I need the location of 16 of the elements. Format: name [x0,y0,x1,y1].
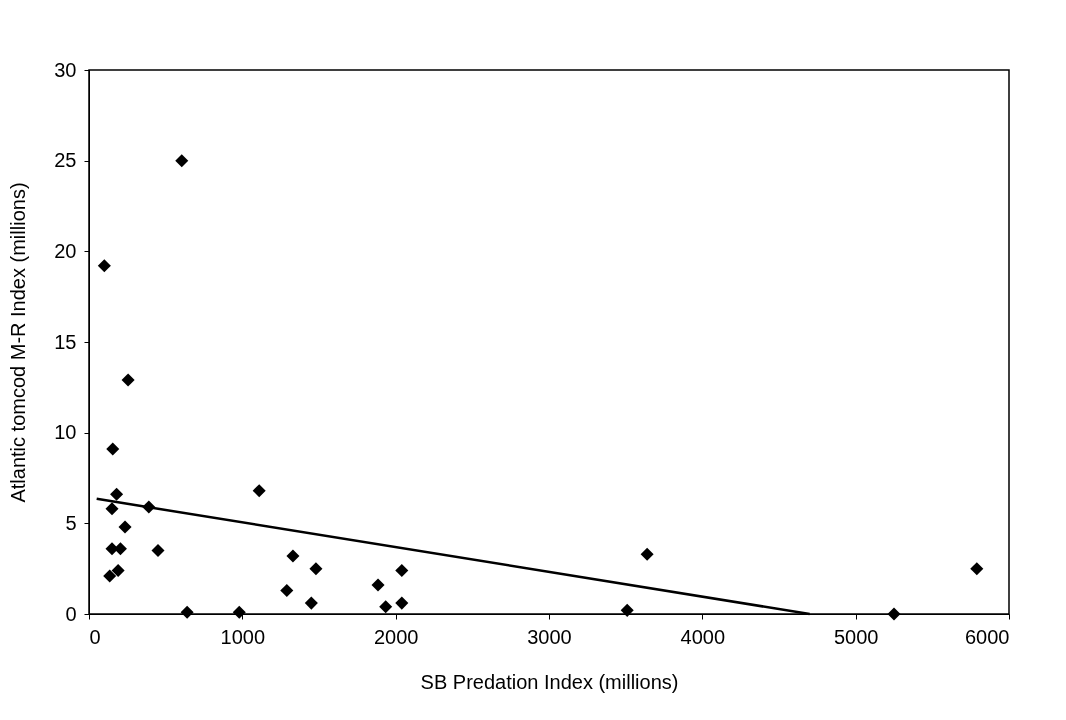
y-tick-label: 20 [54,239,77,262]
x-tick-label: 2000 [373,625,419,648]
y-tick-label: 10 [54,421,77,444]
x-axis-title: SB Predation Index (millions) [420,670,679,693]
x-tick-label: 3000 [527,625,572,648]
x-tick-label: 4000 [680,625,726,648]
y-tick-label: 30 [54,58,77,81]
x-tick-label: 5000 [833,625,879,648]
y-tick-label: 25 [54,149,77,172]
y-tick-label: 0 [65,602,77,625]
y-axis-title: Atlantic tomcod M-R Index (millions) [7,182,30,503]
x-tick-label: 0 [89,625,101,648]
x-tick-label: 1000 [220,625,266,648]
y-tick-label: 5 [65,511,77,534]
y-tick-label: 15 [54,330,77,353]
x-tick-label: 6000 [965,625,1010,648]
